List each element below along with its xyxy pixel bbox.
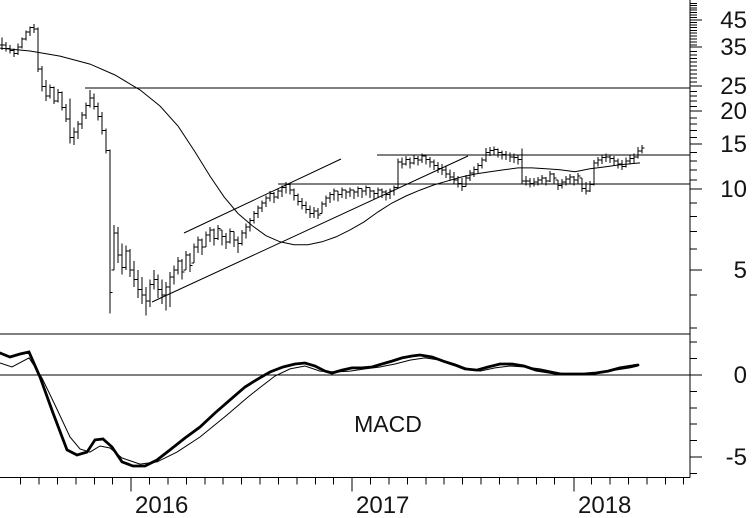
macd-axis-label: 0 [734,362,747,389]
price-axis-label: 5 [734,257,747,284]
year-label: 2017 [356,492,409,518]
axis-frame [0,0,691,478]
ma-curve [0,47,641,246]
ascending-trendline-lower [151,155,469,303]
macd-label: MACD [354,411,422,437]
price-axis-label: 45 [720,7,747,34]
macd-axis-label: -5 [726,444,747,471]
macd-signal-line [0,357,639,465]
price-axis-label: 35 [720,34,747,61]
year-label: 2016 [135,492,188,518]
price-axis-label: 20 [720,98,747,125]
moving-average-line [0,47,641,246]
price-axis-label: 10 [720,176,747,203]
price-axis-label: 15 [720,131,747,158]
macd-pane [0,333,690,468]
price-axis-label: 25 [720,73,747,100]
macd-line [0,350,640,468]
year-label: 2018 [578,492,631,518]
bottom-time-axis: 2016 2017 2018 [20,477,685,518]
ascending-trendline-upper [183,158,342,234]
overlay-lines [85,87,690,303]
ohlc-bars [0,24,645,316]
